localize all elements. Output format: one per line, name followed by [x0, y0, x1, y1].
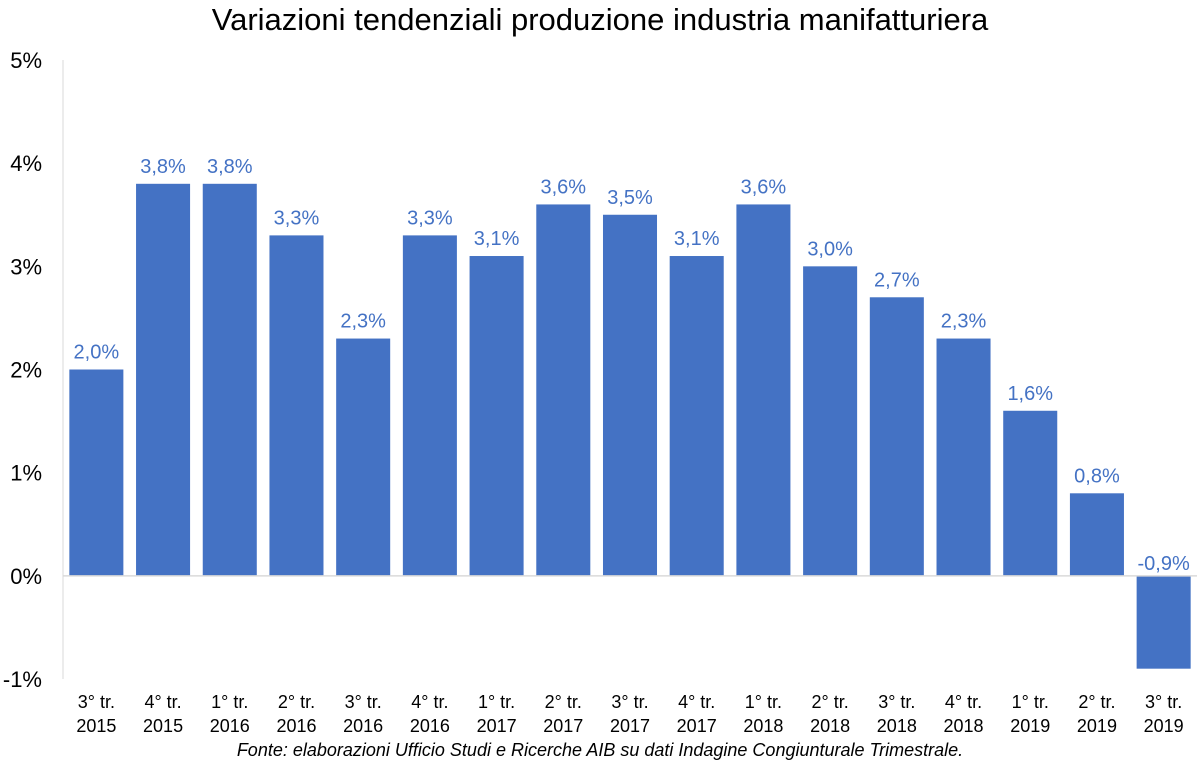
x-tick-label-quarter: 3° tr.	[78, 692, 115, 712]
x-tick-label-year: 2016	[343, 716, 383, 736]
data-label: 3,8%	[207, 156, 253, 178]
x-tick-label-year: 2018	[944, 716, 984, 736]
data-label: 3,6%	[540, 176, 586, 198]
y-tick-label: 1%	[10, 461, 42, 486]
x-tick-label-quarter: 4° tr.	[945, 692, 982, 712]
data-label: 2,3%	[941, 311, 987, 333]
x-tick-label-year: 2016	[210, 716, 250, 736]
y-tick-label: 4%	[10, 151, 42, 176]
bars	[69, 183, 1191, 669]
x-tick-label-quarter: 1° tr.	[211, 692, 248, 712]
data-label: 3,3%	[407, 207, 453, 229]
bar	[336, 338, 391, 576]
x-tick-label-year: 2018	[810, 716, 850, 736]
x-axis: 3° tr. 2015 4° tr. 2015 1° tr. 2016 2° tr. 2016…	[63, 575, 1197, 736]
x-tick-label-quarter: 4° tr.	[411, 692, 448, 712]
chart-title: Variazioni tendenziali produzione indust…	[211, 2, 989, 37]
bar	[869, 297, 924, 576]
y-tick-label: -1%	[3, 667, 42, 692]
bar	[736, 204, 791, 576]
data-label: 3,3%	[274, 207, 320, 229]
x-tick-label-year: 2015	[143, 716, 183, 736]
y-axis: -1% 0% 1% 2% 3% 4% 5%	[3, 48, 64, 692]
y-tick-label: 0%	[10, 564, 42, 589]
x-tick-label-quarter: 3° tr.	[611, 692, 648, 712]
bar	[1069, 493, 1124, 576]
data-label: 3,5%	[607, 187, 653, 209]
data-label: 2,3%	[340, 311, 386, 333]
bar	[136, 183, 191, 576]
data-label: 3,8%	[140, 156, 186, 178]
data-label: -0,9%	[1138, 553, 1190, 575]
data-labels: 2,0% 3,8% 3,8% 3,3% 2,3% 3,3% 3,1% 3,6% 3,5% 3,1%…	[74, 156, 1190, 575]
x-tick-label-year: 2019	[1010, 716, 1050, 736]
data-label: 2,7%	[874, 269, 920, 291]
x-tick-label-year: 2019	[1144, 716, 1184, 736]
x-tick-label-quarter: 1° tr.	[1012, 692, 1049, 712]
x-tick-label-quarter: 1° tr.	[745, 692, 782, 712]
data-label: 1,6%	[1007, 383, 1053, 405]
x-tick-label-quarter: 1° tr.	[478, 692, 515, 712]
y-tick-label: 5%	[10, 48, 42, 73]
x-tick-label-year: 2017	[610, 716, 650, 736]
bar	[936, 338, 991, 576]
bar	[269, 235, 324, 576]
x-tick-label-quarter: 3° tr.	[878, 692, 915, 712]
x-tick-label-year: 2018	[743, 716, 783, 736]
x-tick-label-year: 2017	[477, 716, 517, 736]
data-label: 2,0%	[74, 342, 120, 364]
x-tick-label-quarter: 3° tr.	[345, 692, 382, 712]
bar-chart: -1% 0% 1% 2% 3% 4% 5% 2,0% 3,8% 3,8% 3,3% 2,3% 3,3%…	[3, 48, 1197, 736]
bar	[1003, 410, 1058, 576]
x-tick-label-year: 2016	[276, 716, 316, 736]
data-label: 3,0%	[807, 238, 853, 260]
bar	[202, 183, 257, 576]
bar	[803, 266, 858, 576]
x-tick-label-quarter: 2° tr.	[545, 692, 582, 712]
x-tick-label-quarter: 2° tr.	[278, 692, 315, 712]
x-tick-label-year: 2018	[877, 716, 917, 736]
x-tick-label-year: 2016	[410, 716, 450, 736]
x-tick-label-year: 2019	[1077, 716, 1117, 736]
chart-source-note: Fonte: elaborazioni Ufficio Studi e Rice…	[236, 740, 964, 760]
data-label: 3,1%	[474, 228, 520, 250]
x-tick-label-quarter: 4° tr.	[678, 692, 715, 712]
x-tick-label-quarter: 2° tr.	[812, 692, 849, 712]
y-tick-label: 3%	[10, 254, 42, 279]
bar	[536, 204, 591, 576]
data-label: 0,8%	[1074, 465, 1120, 487]
x-tick-label-year: 2017	[543, 716, 583, 736]
bar	[469, 256, 524, 576]
data-label: 3,6%	[741, 176, 787, 198]
y-tick-label: 2%	[10, 358, 42, 383]
bar	[1136, 575, 1191, 669]
x-tick-label-quarter: 2° tr.	[1078, 692, 1115, 712]
bar	[602, 214, 658, 576]
x-tick-label-year: 2017	[677, 716, 717, 736]
x-tick-label-quarter: 4° tr.	[144, 692, 181, 712]
bar	[402, 235, 457, 576]
bar	[669, 256, 724, 576]
bar	[69, 369, 124, 576]
x-tick-label-quarter: 3° tr.	[1145, 692, 1182, 712]
data-label: 3,1%	[674, 228, 720, 250]
x-tick-label-year: 2015	[76, 716, 116, 736]
